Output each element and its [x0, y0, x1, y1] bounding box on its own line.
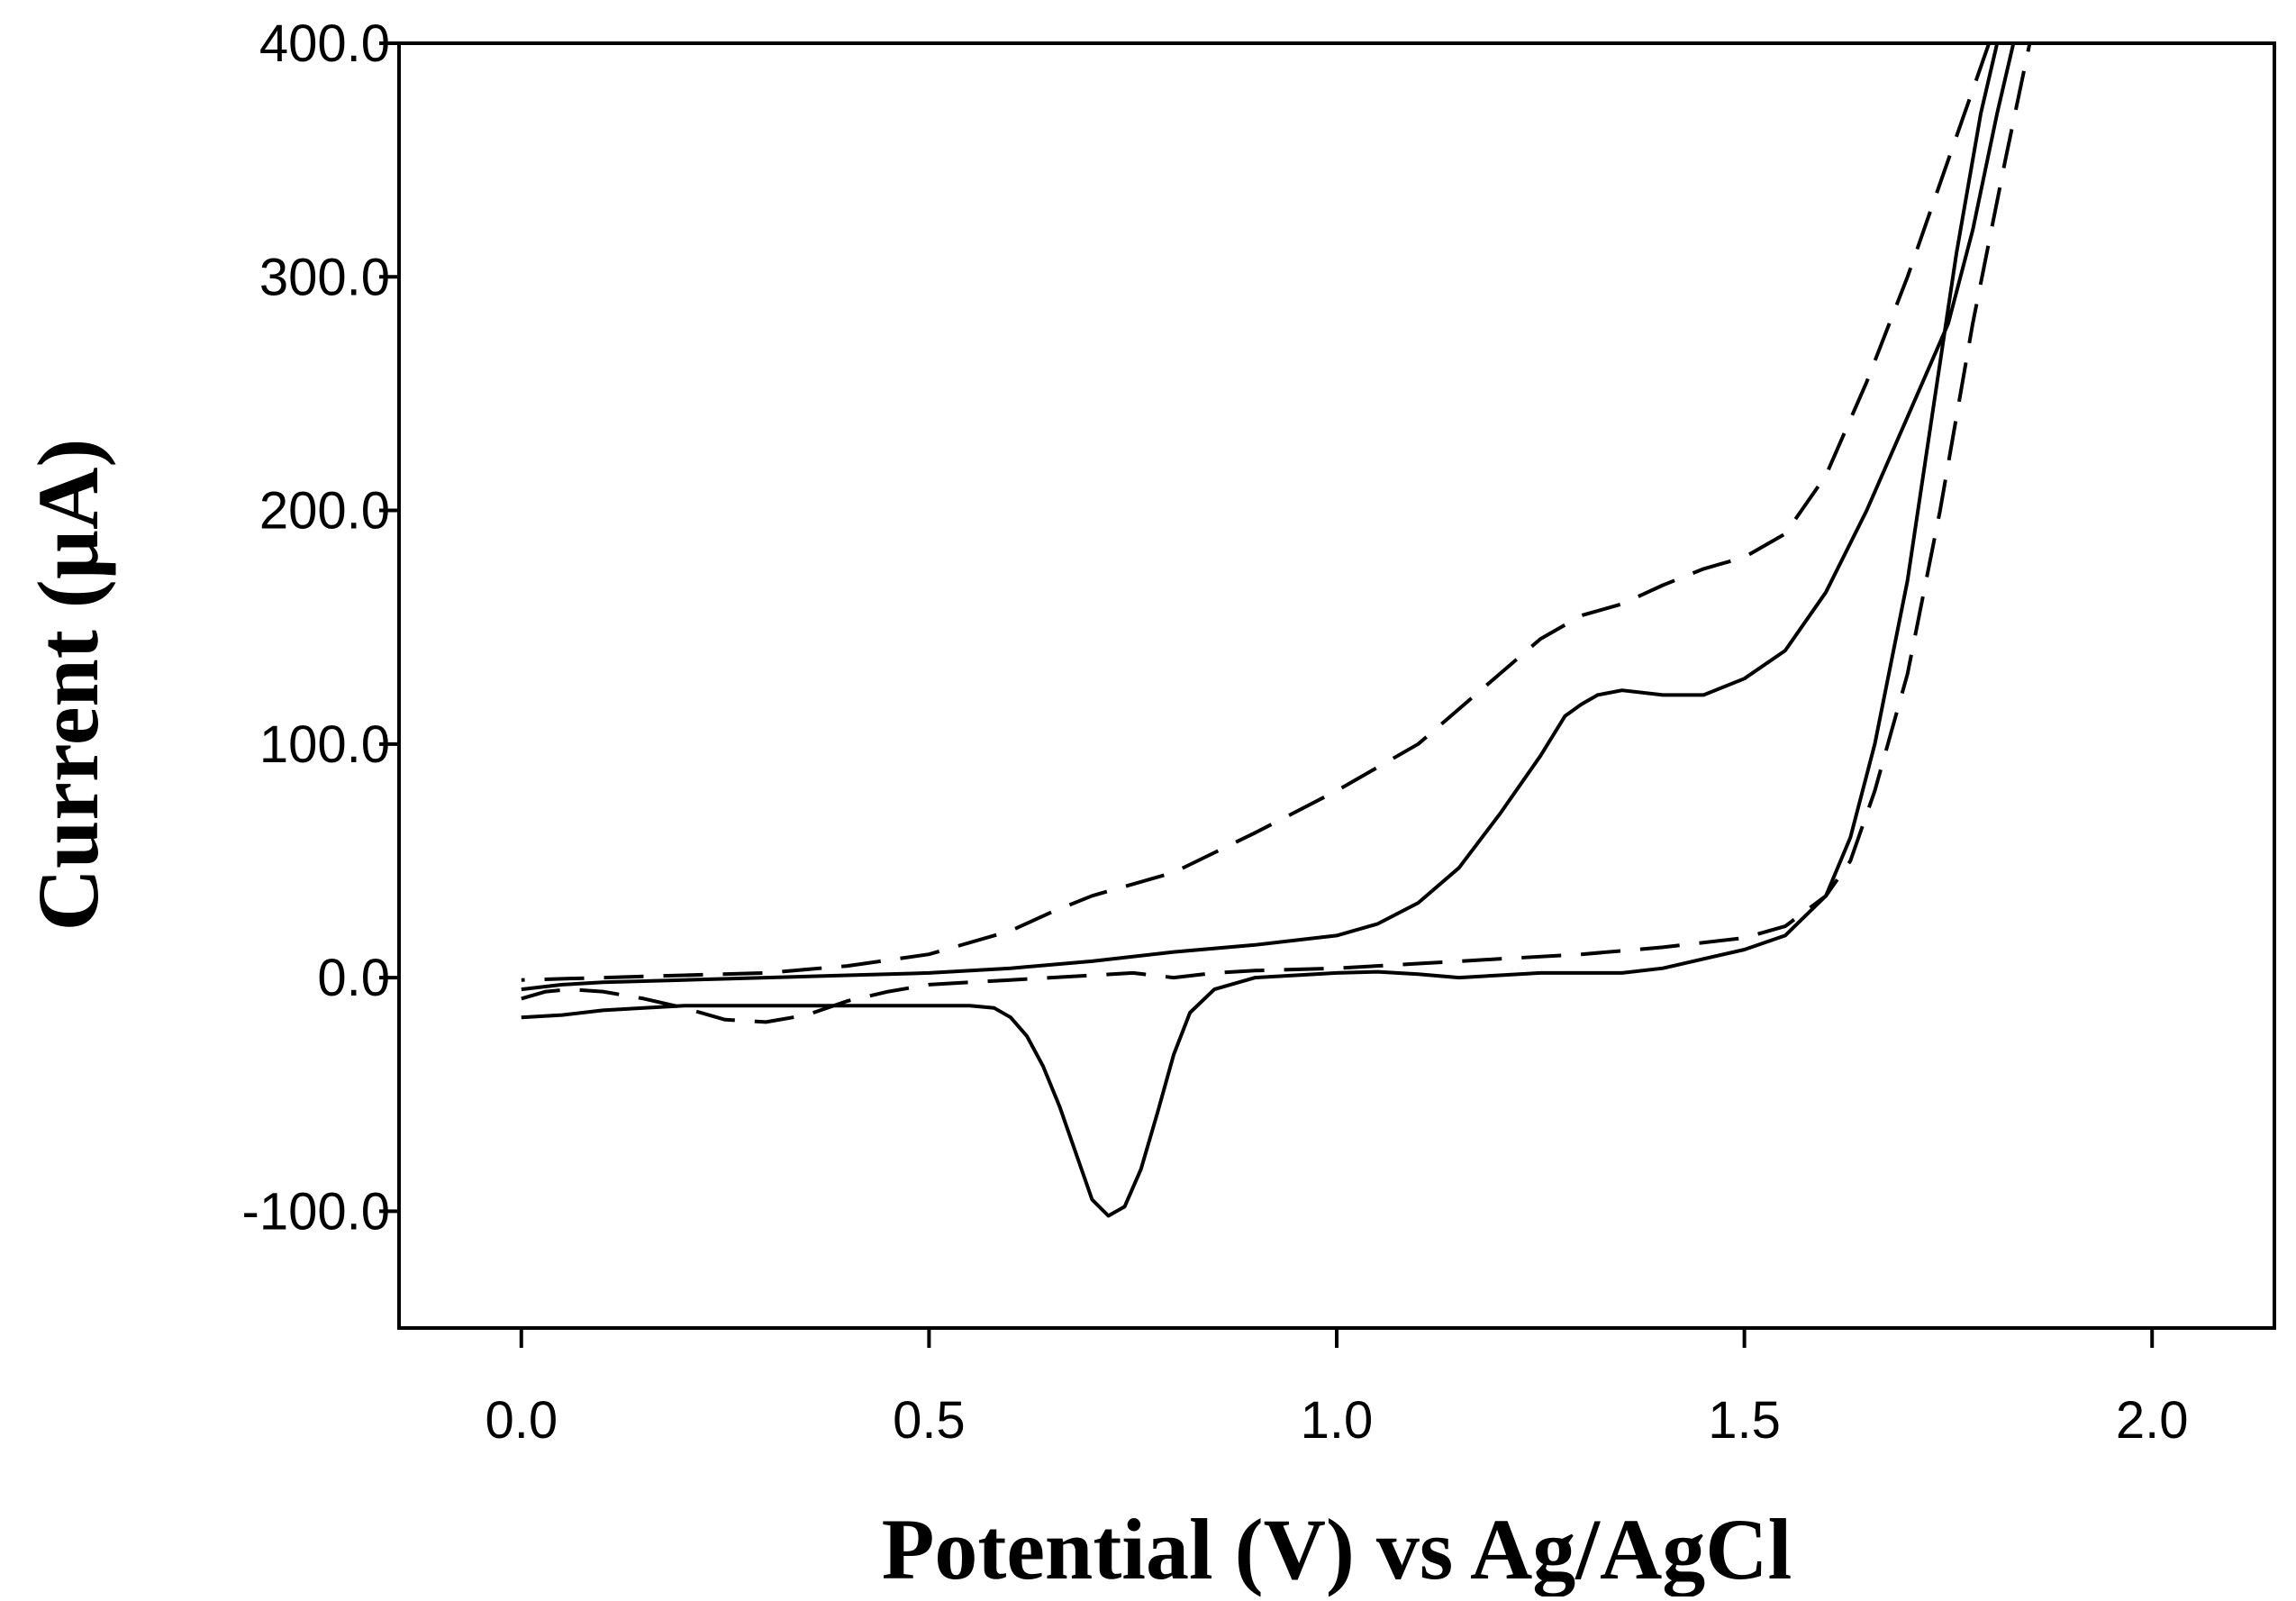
series-line-solid [521, 43, 2016, 1218]
y-tick-label: -100.0 [242, 1182, 390, 1241]
plot-frame [397, 41, 2276, 1330]
x-tick-label: 1.5 [1708, 1391, 1781, 1450]
y-axis-title: Current (µA) [20, 439, 116, 932]
x-axis-ticks: 0.0 0.5 1.0 1.5 2.0 [485, 1328, 2189, 1450]
series-line-dashed [521, 43, 2032, 1024]
x-tick-label: 1.0 [1301, 1391, 1374, 1450]
y-tick-label: 200.0 [259, 482, 390, 541]
y-tick-label: 300.0 [259, 248, 390, 306]
y-tick-label: 400.0 [259, 14, 390, 73]
y-tick-label: 0.0 [317, 949, 390, 1007]
series-layer [521, 43, 2032, 1218]
x-tick-label: 0.0 [485, 1391, 558, 1450]
y-axis-ticks: -100.0 0.0 100.0 200.0 300.0 400.0 [242, 14, 399, 1241]
y-tick-label: 100.0 [259, 715, 390, 774]
x-axis-title: Potential (V) vs Ag/AgCl [882, 1501, 1792, 1596]
x-tick-label: 0.5 [893, 1391, 966, 1450]
x-tick-label: 2.0 [2116, 1391, 2189, 1450]
